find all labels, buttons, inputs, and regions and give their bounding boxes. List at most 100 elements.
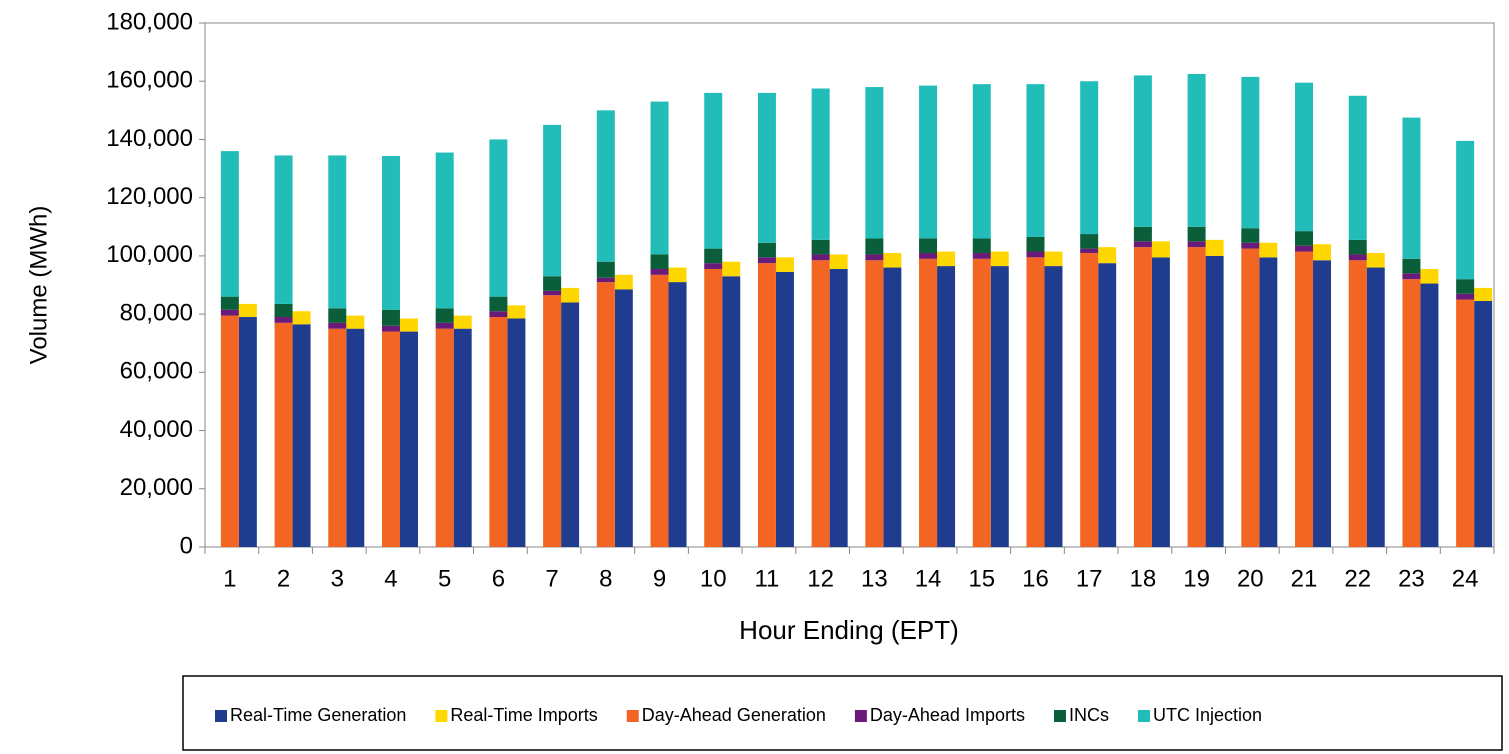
bar-segment — [507, 305, 526, 319]
bar-segment — [1295, 245, 1314, 252]
legend-swatch — [626, 710, 639, 722]
legend-label: UTC Injection — [1153, 705, 1262, 725]
bar-segment — [220, 315, 239, 547]
bar-segment — [919, 85, 938, 239]
legend-swatch — [854, 710, 867, 722]
bar-segment — [937, 251, 956, 267]
bar-segment — [1456, 140, 1475, 280]
bar-segment — [614, 289, 633, 547]
bar-segment — [399, 318, 418, 332]
bar-segment — [543, 290, 562, 296]
bar-segment — [1133, 226, 1152, 242]
x-tick-label: 18 — [1130, 565, 1157, 592]
legend-label: Real-Time Imports — [450, 705, 597, 725]
bar-segment — [1026, 236, 1045, 252]
bar-segment — [919, 258, 938, 547]
bar-segment — [1187, 73, 1206, 227]
bar-segment — [220, 296, 239, 310]
bar-segment — [274, 322, 293, 547]
bar-segment — [829, 268, 848, 547]
bar-segment — [865, 260, 884, 547]
bar-segment — [1187, 241, 1206, 248]
x-tick-label: 5 — [438, 565, 451, 592]
bar-segment — [543, 276, 562, 291]
x-tick-label: 10 — [700, 565, 727, 592]
bar-segment — [1080, 81, 1099, 235]
bar-segment — [1259, 257, 1278, 547]
bar-segment — [883, 252, 902, 268]
bar-segment — [346, 328, 365, 547]
bar-segment — [1151, 257, 1170, 547]
bar-segment — [811, 254, 830, 261]
bar-segment — [704, 268, 723, 547]
bar-segment — [292, 324, 311, 547]
x-tick-label: 16 — [1022, 565, 1049, 592]
bar-segment — [561, 287, 580, 303]
x-tick-label: 9 — [653, 565, 666, 592]
bar-segment — [1133, 75, 1152, 227]
bar-segment — [1366, 252, 1385, 268]
bar-segment — [1026, 257, 1045, 547]
y-tick-label: 140,000 — [106, 125, 193, 152]
y-tick-label: 40,000 — [120, 416, 193, 443]
bar-segment — [1348, 239, 1367, 255]
bar-segment — [1241, 228, 1260, 243]
bar-segment — [435, 308, 454, 323]
bar-segment — [1420, 283, 1439, 547]
x-tick-label: 8 — [599, 565, 612, 592]
x-tick-label: 19 — [1183, 565, 1210, 592]
x-tick-label: 7 — [545, 565, 558, 592]
bar-segment — [1026, 251, 1045, 258]
bar-segment — [1241, 248, 1260, 547]
bar-segment — [1313, 244, 1332, 261]
x-tick-label: 24 — [1452, 565, 1479, 592]
y-tick-label: 80,000 — [120, 299, 193, 326]
y-tick-label: 0 — [180, 532, 193, 559]
bar-segment — [596, 261, 615, 278]
bar-segment — [1295, 231, 1314, 246]
bar-segment — [1098, 247, 1117, 264]
bar-segment — [1080, 252, 1099, 547]
bar-segment — [489, 139, 508, 297]
bar-segment — [220, 309, 239, 316]
bar-segment — [650, 274, 669, 547]
bar-segment — [489, 296, 508, 312]
bar-segment — [704, 248, 723, 264]
legend-swatch — [435, 710, 448, 722]
bar-segment — [1044, 251, 1063, 267]
bar-segment — [775, 271, 794, 547]
bar-segment — [811, 260, 830, 547]
x-tick-label: 6 — [492, 565, 505, 592]
bar-segment — [757, 242, 776, 258]
bar-segment — [1402, 273, 1421, 280]
bar-segment — [865, 254, 884, 261]
x-tick-label: 15 — [968, 565, 995, 592]
bar-segment — [381, 309, 400, 326]
bar-segment — [972, 84, 991, 239]
bar-segment — [435, 328, 454, 547]
bar-segment — [650, 268, 669, 275]
bar-segment — [543, 295, 562, 547]
bar-segment — [1133, 247, 1152, 547]
x-tick-label: 4 — [384, 565, 397, 592]
bar-segment — [1133, 241, 1152, 248]
legend-label: Day-Ahead Generation — [642, 705, 826, 725]
bar-segment — [1259, 242, 1278, 258]
bar-segment — [1456, 279, 1475, 294]
x-tick-label: 17 — [1076, 565, 1103, 592]
bar-segment — [775, 257, 794, 272]
y-tick-label: 180,000 — [106, 8, 193, 35]
bar-segment — [990, 251, 1009, 267]
bar-segment — [614, 274, 633, 290]
x-tick-label: 2 — [277, 565, 290, 592]
legend-swatch — [215, 710, 227, 722]
bar-segment — [381, 331, 400, 547]
bar-segment — [1151, 241, 1170, 258]
bar-segment — [757, 257, 776, 264]
bar-segment — [1348, 254, 1367, 261]
bar-segment — [990, 266, 1009, 547]
bar-segment — [274, 303, 293, 318]
bar-segment — [1044, 266, 1063, 547]
bar-segment — [650, 101, 669, 255]
bar-segment — [811, 88, 830, 240]
